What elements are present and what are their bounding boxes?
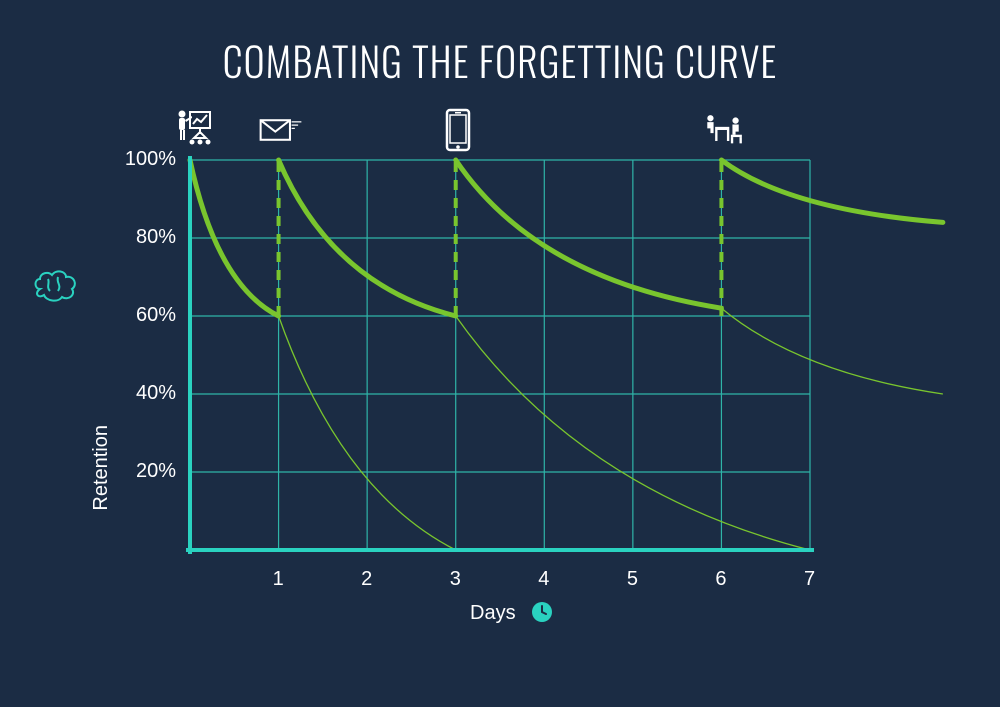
x-tick: 4 — [538, 568, 549, 591]
y-axis-label: Retention — [90, 425, 113, 511]
x-tick: 5 — [627, 568, 638, 591]
forgetting-curve-chart — [0, 0, 1000, 707]
x-tick: 3 — [450, 568, 461, 591]
x-tick: 7 — [804, 568, 815, 591]
x-axis-label: Days — [470, 602, 516, 625]
presenter-icon — [170, 108, 214, 152]
phone-icon — [436, 108, 480, 152]
email-icon — [259, 108, 303, 152]
y-tick: 20% — [136, 460, 176, 483]
y-tick: 60% — [136, 304, 176, 327]
infographic-stage: COMBATING THE FORGETTING CURVE Retention… — [0, 0, 1000, 707]
x-tick: 6 — [715, 568, 726, 591]
x-tick: 2 — [361, 568, 372, 591]
clock-icon — [530, 600, 554, 624]
y-tick: 100% — [125, 148, 176, 171]
meeting-icon — [701, 108, 745, 152]
y-tick: 80% — [136, 226, 176, 249]
brain-icon — [32, 269, 78, 303]
x-tick: 1 — [273, 568, 284, 591]
y-tick: 40% — [136, 382, 176, 405]
